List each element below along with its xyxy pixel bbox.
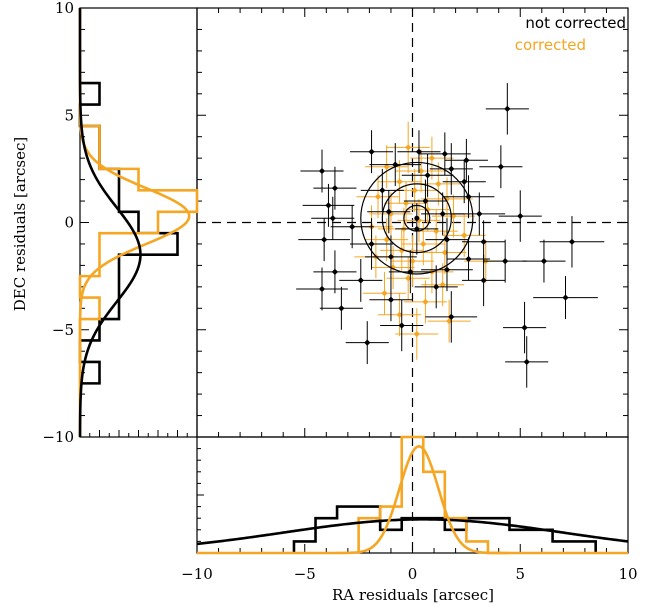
legend-entry-not-corrected: not corrected	[525, 14, 626, 32]
data-point	[465, 255, 472, 263]
data-point	[396, 178, 403, 185]
data-point	[448, 165, 455, 172]
y-axis-label: DEC residuals [arcsec]	[11, 137, 29, 311]
data-point	[329, 215, 336, 222]
data-point	[402, 200, 410, 207]
legend-entry-corrected: corrected	[515, 36, 586, 54]
data-point	[318, 167, 326, 175]
data-point	[405, 144, 412, 151]
data-point	[502, 257, 509, 265]
data-point	[476, 210, 483, 218]
data-point	[448, 313, 455, 320]
data-point	[568, 238, 576, 245]
data-point	[357, 277, 364, 284]
axis-labels: RA residuals [arcsec] DEC residuals [arc…	[11, 137, 494, 604]
ra-histogram-corrected	[357, 435, 510, 555]
data-point	[420, 240, 427, 248]
data-point	[562, 294, 569, 301]
data-point	[540, 257, 548, 265]
data-point	[387, 253, 395, 260]
data-point	[405, 275, 412, 282]
data-point	[523, 358, 530, 366]
data-point	[321, 236, 328, 243]
x-tick-label: 0	[408, 565, 418, 583]
data-point	[480, 277, 487, 284]
data-point	[381, 290, 388, 297]
data-point	[422, 298, 429, 305]
data-point	[325, 202, 332, 209]
data-point	[435, 180, 442, 188]
data-point	[364, 339, 371, 346]
contour-ellipse	[403, 204, 431, 232]
x-tick-label: 5	[515, 565, 525, 583]
data-point	[374, 193, 382, 200]
y-tick-label: 0	[64, 214, 74, 232]
data-point	[433, 283, 440, 290]
ra-gaussian-not-corrected	[196, 518, 629, 546]
data-point	[331, 268, 339, 275]
y-tick-label: −5	[52, 321, 74, 339]
data-point	[368, 148, 375, 155]
data-point	[398, 322, 405, 329]
data-point	[424, 206, 431, 213]
data-point	[443, 266, 451, 273]
data-point	[504, 105, 511, 112]
contour-ellipse	[360, 161, 474, 275]
data-point	[521, 324, 528, 331]
y-tick-label: 10	[55, 0, 74, 17]
dec-gaussian-corrected	[78, 8, 191, 437]
x-tick-label: −5	[294, 565, 316, 583]
y-tick-label: 5	[64, 106, 74, 124]
data-point	[517, 212, 524, 220]
contour-ellipse	[381, 183, 452, 254]
data-point	[497, 163, 504, 170]
data-point	[318, 285, 326, 293]
data-point	[379, 187, 386, 194]
dec-gaussian-not-corrected	[78, 8, 142, 438]
ra-histogram-panel: −10 −5 0 5 10	[181, 435, 638, 583]
data-point	[331, 185, 339, 192]
legend: not corrected corrected	[515, 14, 626, 54]
x-tick-label: −10	[181, 565, 213, 583]
y-tick-label: −10	[42, 428, 74, 446]
data-point	[368, 240, 375, 248]
main-scatter-panel	[196, 7, 629, 438]
data-point	[349, 223, 356, 230]
data-point	[338, 305, 345, 312]
ra-gaussian-corrected	[197, 444, 628, 555]
data-point	[461, 232, 468, 239]
contour-center	[414, 215, 420, 221]
data-point	[413, 330, 420, 338]
data-point	[396, 311, 403, 318]
data-point	[387, 296, 395, 303]
data-point	[439, 281, 446, 288]
x-axis-label: RA residuals [arcsec]	[332, 586, 494, 604]
series-not-corrected	[296, 83, 605, 388]
data-point	[424, 172, 431, 179]
x-tick-label: 10	[618, 565, 637, 583]
dec-histogram-panel: −10 −5 0 5 10	[42, 0, 199, 446]
data-point	[409, 257, 416, 265]
data-point	[428, 155, 436, 162]
data-point	[446, 318, 453, 325]
data-point	[441, 150, 448, 157]
